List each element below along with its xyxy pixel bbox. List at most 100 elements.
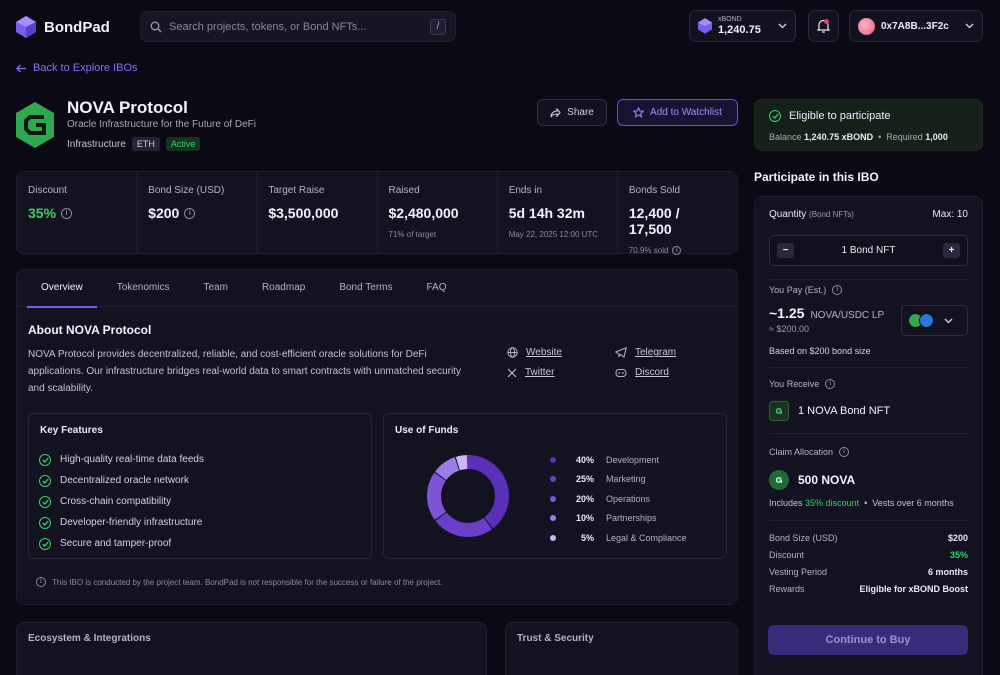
pay-usd: ≈ $200.00 — [769, 324, 809, 334]
use-of-funds-card: Use of Funds 40% Development 25% Marketing… — [383, 413, 727, 559]
legend-item: 5% Legal & Compliance — [550, 528, 687, 548]
discord-icon — [615, 368, 627, 377]
chevron-down-icon — [944, 318, 953, 323]
share-label: Share — [567, 107, 594, 118]
wallet-button[interactable]: 0x7A8B...3F2c — [849, 10, 983, 42]
info-icon[interactable]: i — [672, 246, 682, 255]
participate-title: Participate in this IBO — [754, 170, 879, 184]
legend-pct: 10% — [575, 513, 594, 524]
info-icon[interactable]: i — [825, 379, 836, 389]
check-circle-icon — [769, 110, 781, 122]
stat-ends-in: Ends in 5d 14h 32m May 22, 2025 12:00 UT… — [498, 172, 618, 253]
legend-item: 10% Partnerships — [550, 509, 687, 529]
quantity-unit: (Bond NFTs) — [809, 210, 854, 219]
info-icon[interactable]: i — [832, 285, 843, 295]
divider — [769, 367, 968, 368]
telegram-link[interactable]: Telegram — [615, 347, 723, 358]
share-button[interactable]: Share — [537, 99, 607, 126]
about-body: NOVA Protocol provides decentralized, re… — [28, 349, 461, 394]
pay-header: You Pay (Est.) i — [769, 285, 968, 295]
telegram-label: Telegram — [635, 347, 677, 358]
pay-label: You Pay (Est.) — [769, 285, 827, 295]
tab-roadmap[interactable]: Roadmap — [261, 282, 306, 293]
legend-label: Legal & Compliance — [606, 532, 687, 543]
stat-label: Ends in — [508, 185, 543, 196]
legend-pct: 25% — [575, 474, 594, 485]
social-links: Website Telegram Twitter Discord — [507, 347, 727, 378]
stat-discount: Discount 35% i — [17, 172, 138, 253]
stat-label: Discount — [28, 185, 67, 196]
discord-link[interactable]: Discord — [615, 367, 723, 378]
stat-value: 35% — [28, 205, 57, 221]
legend-pct: 20% — [575, 493, 594, 504]
claim-label: Claim Allocation — [769, 447, 834, 457]
claim-header: Claim Allocation i — [769, 447, 968, 457]
pay-amount-value: ~1.25 — [769, 305, 805, 321]
xbond-balance-button[interactable]: xBOND 1,240.75 — [689, 10, 796, 42]
info-icon[interactable]: i — [839, 447, 850, 457]
tab-faq[interactable]: FAQ — [426, 282, 447, 293]
summary-label: Vesting Period — [769, 567, 828, 577]
search-bar[interactable]: / — [140, 11, 456, 42]
stat-label: Raised — [388, 185, 420, 196]
tab-team[interactable]: Team — [203, 282, 228, 293]
check-circle-icon — [39, 474, 51, 487]
list-item: High-quality real-time data feeds — [39, 449, 204, 470]
receive-value: 1 NOVA Bond NFT — [798, 405, 891, 417]
check-circle-icon — [39, 495, 51, 508]
search-shortcut: / — [430, 18, 446, 35]
summary-value: 6 months — [927, 567, 968, 577]
add-to-watchlist-button[interactable]: Add to Watchlist — [617, 99, 738, 126]
legend-item: 20% Operations — [550, 489, 687, 509]
increment-button[interactable]: + — [942, 243, 960, 258]
donut-slice-marketing — [427, 455, 509, 537]
list-item: Developer-friendly infrastructure — [39, 512, 204, 533]
search-input[interactable] — [169, 20, 423, 33]
website-link[interactable]: Website — [507, 347, 615, 358]
summary-value: 35% — [949, 550, 968, 560]
legend-dot — [550, 534, 556, 541]
tab-overview[interactable]: Overview — [27, 270, 97, 308]
stat-value: 5d 14h 32m — [508, 205, 585, 221]
claim-value: 500 NOVA — [798, 473, 856, 487]
required-label: Required — [886, 132, 923, 142]
quantity-label: Quantity — [769, 209, 807, 220]
legend-label: Partnerships — [606, 513, 657, 524]
list-item: Secure and tamper-proof — [39, 533, 204, 554]
feature-text: High-quality real-time data feeds — [60, 454, 204, 465]
use-of-funds-legend: 40% Development 25% Marketing 20% Operation… — [550, 450, 687, 548]
claim-row: 500 NOVA — [769, 470, 968, 490]
trust-title: Trust & Security — [517, 633, 594, 644]
decrement-button[interactable]: − — [777, 243, 794, 258]
summary-label: Bond Size (USD) — [769, 533, 838, 543]
key-features-list: High-quality real-time data feeds Decent… — [39, 449, 204, 554]
app-logo[interactable]: BondPad — [16, 16, 110, 38]
back-link[interactable]: Back to Explore IBOs — [16, 62, 138, 74]
summary-list: Bond Size (USD) $200 Discount 35% Vesting … — [769, 533, 968, 601]
info-icon[interactable]: i — [61, 207, 73, 219]
quantity-header: Quantity (Bond NFTs) Max: 10 — [769, 209, 968, 220]
stat-label: Target Raise — [268, 185, 325, 196]
notifications-button[interactable] — [808, 10, 839, 42]
twitter-link[interactable]: Twitter — [507, 367, 615, 378]
legend-dot — [550, 456, 556, 463]
search-icon — [150, 21, 162, 32]
balance-value: 1,240.75 xBOND — [804, 132, 874, 142]
watchlist-label: Add to Watchlist — [650, 107, 722, 118]
continue-to-buy-button[interactable]: Continue to Buy — [768, 625, 968, 655]
max-label: Max: 10 — [932, 209, 968, 220]
wallet-address: 0x7A8B...3F2c — [881, 20, 949, 32]
legend-pct: 5% — [580, 532, 594, 543]
globe-icon — [507, 347, 518, 358]
stats-bar: Discount 35% i Bond Size (USD) $200 i Targ… — [16, 171, 738, 255]
tab-bond-terms[interactable]: Bond Terms — [339, 282, 393, 293]
quantity-value: 1 Bond NFT — [841, 245, 896, 256]
use-of-funds-donut — [427, 455, 509, 537]
stat-label: Bonds Sold — [628, 185, 681, 196]
eligibility-card: Eligible to participate Balance 1,240.75… — [754, 99, 983, 151]
claim-details: Includes 35% discount • Vests over 6 mon… — [769, 498, 954, 508]
tab-tokenomics[interactable]: Tokenomics — [116, 282, 170, 293]
token-selector[interactable] — [901, 305, 968, 336]
info-icon[interactable]: i — [184, 207, 196, 219]
legend-label: Operations — [606, 493, 651, 504]
